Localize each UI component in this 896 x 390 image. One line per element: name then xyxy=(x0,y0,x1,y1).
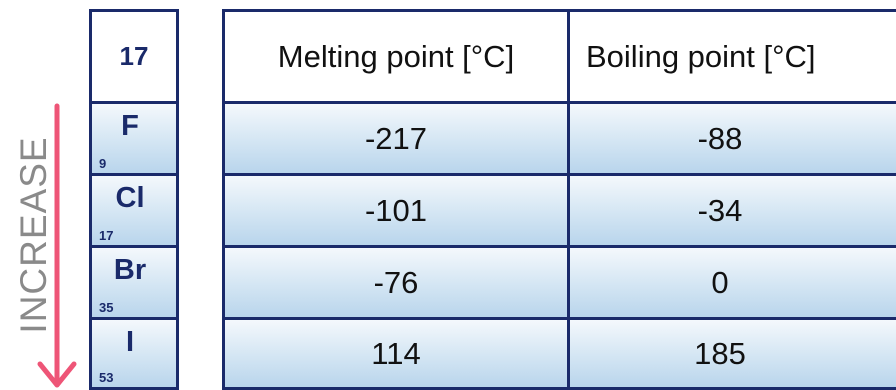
element-symbol: Br xyxy=(113,254,147,286)
melting-point-cell: 114 xyxy=(371,335,421,371)
increase-label: INCREASE xyxy=(13,136,54,334)
properties-table: Melting point [°C] Boiling point [°C] -2… xyxy=(222,9,896,390)
melting-point-cell: -217 xyxy=(364,120,428,156)
melting-point-cell: -101 xyxy=(364,192,428,228)
boiling-point-cell: 0 xyxy=(711,264,729,300)
melting-point-header: Melting point [°C] xyxy=(225,12,567,104)
group-number: 17 xyxy=(92,12,176,104)
column-divider xyxy=(567,12,570,387)
atomic-number: 17 xyxy=(99,228,114,243)
table-row: -217 -88 xyxy=(225,104,896,176)
group-column: 17 F 9 Cl 17 Br 35 I 53 xyxy=(89,9,179,390)
boiling-point-cell: -88 xyxy=(697,120,743,156)
boiling-point-cell: 185 xyxy=(694,335,746,371)
melting-point-cell: -76 xyxy=(373,264,419,300)
table-row: -101 -34 xyxy=(225,176,896,248)
boiling-point-cell: -34 xyxy=(697,192,743,228)
element-symbol: F xyxy=(121,110,139,142)
table-row: -76 0 xyxy=(225,248,896,320)
atomic-number: 35 xyxy=(99,300,114,315)
element-cell-bromine: Br 35 xyxy=(92,248,176,320)
atomic-number: 9 xyxy=(99,156,107,171)
boiling-point-header: Boiling point [°C] xyxy=(570,12,896,104)
down-arrow-icon xyxy=(37,103,77,388)
table-row: 114 185 xyxy=(225,320,896,387)
element-symbol: I xyxy=(125,326,135,358)
element-cell-chlorine: Cl 17 xyxy=(92,176,176,248)
element-cell-iodine: I 53 xyxy=(92,320,176,387)
element-cell-fluorine: F 9 xyxy=(92,104,176,176)
element-symbol: Cl xyxy=(115,182,145,214)
increase-indicator: INCREASE xyxy=(0,0,90,390)
atomic-number: 53 xyxy=(99,370,114,385)
